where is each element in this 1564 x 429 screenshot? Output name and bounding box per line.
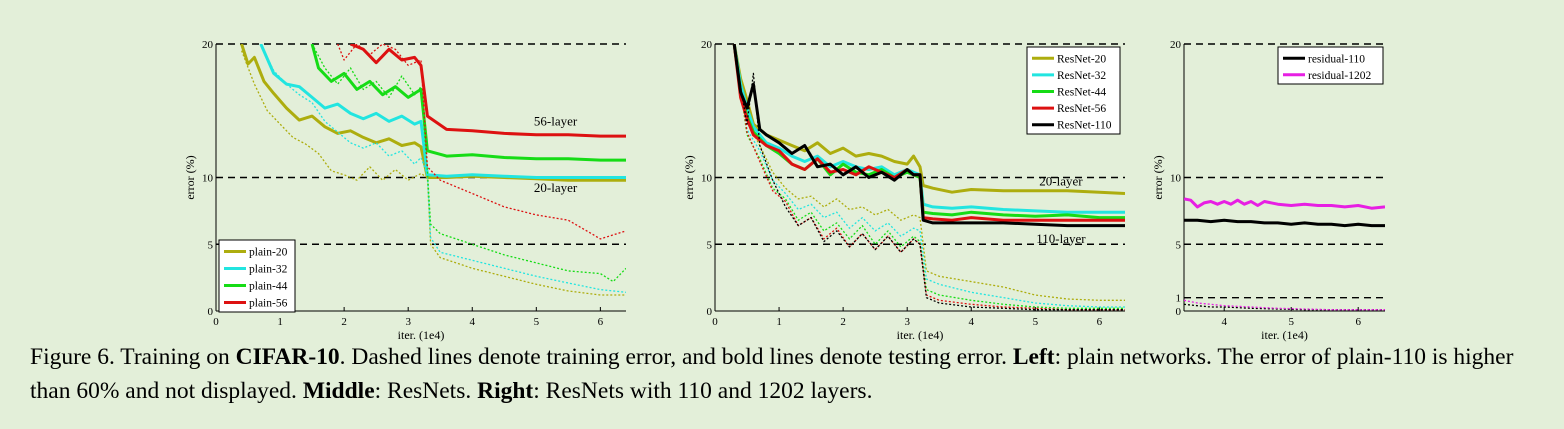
caption-part2: : plain networks. The error of plain-110… (30, 344, 1514, 404)
x-tick-label: 5 (1033, 316, 1039, 328)
y-tick-label: 20 (701, 39, 713, 51)
x-tick-label: 0 (712, 316, 718, 328)
y-tick-label: 20 (1170, 39, 1182, 51)
chart-panel-3: 01 5 10 20 4 5 6 iter. (1e4) error (%) residual-1… (1151, 39, 1385, 342)
legend-label: ResNet-44 (1057, 87, 1106, 99)
y-axis-label: error (%) (1151, 155, 1165, 199)
series-line-plain-56-train (337, 44, 626, 240)
x-tick-label: 5 (534, 316, 540, 328)
figure-caption: Figure 6. Training on CIFAR-10. Dashed l… (30, 340, 1550, 408)
x-axis-label: iter. (1e4) (398, 328, 445, 342)
caption-dataset: CIFAR-10 (235, 344, 340, 370)
legend-label: ResNet-110 (1057, 120, 1112, 132)
annotation-label: 110-layer (1036, 231, 1086, 246)
x-tick-label: 6 (1097, 316, 1103, 328)
legend: plain-20 plain-32 plain-44 plain-56 (218, 239, 296, 313)
y-tick-label: 0 (707, 306, 713, 318)
x-tick-label: 6 (1355, 316, 1361, 328)
x-tick-label: 3 (405, 316, 411, 328)
series-group (1184, 197, 1385, 311)
legend: ResNet-20 ResNet-32 ResNet-44 ResNet-56 ResN… (1026, 46, 1121, 135)
series-line-ResNet-20-train (733, 44, 1125, 301)
x-tick-label: 6 (598, 316, 604, 328)
x-tick-label: 4 (1221, 316, 1227, 328)
annotation-label: 20-layer (1039, 174, 1083, 189)
y-tick-label: 5 (208, 239, 214, 251)
caption-left-label: Left (1012, 344, 1055, 370)
x-tick-label: 2 (840, 316, 846, 328)
y-tick-label: 1 (1176, 293, 1182, 305)
series-line-plain-32-test (259, 44, 626, 179)
y-tick-label: 10 (202, 173, 214, 185)
x-tick-label: 2 (341, 316, 347, 328)
y-tick-label: 0 (1176, 306, 1182, 318)
series-line-ResNet-32-test (732, 44, 1125, 214)
caption-part4: : ResNets with 110 and 1202 layers. (533, 378, 873, 404)
x-tick-label: 4 (969, 316, 975, 328)
legend: residual-110 residual-1202 (1277, 46, 1384, 85)
series-line-plain-32-train (260, 44, 626, 293)
figure-area: 0 5 10 20 0 1 2 3 4 5 6 iter. (1e4) error (%) 56-laye… (183, 39, 1385, 342)
legend-label: plain-32 (249, 264, 288, 276)
caption-middle-label: Middle (302, 378, 375, 404)
y-tick-label: 10 (701, 173, 713, 185)
x-tick-label: 5 (1288, 316, 1294, 328)
caption-right-label: Right (477, 378, 534, 404)
caption-part1: . Dashed lines denote training error, an… (339, 344, 1013, 370)
legend-label: plain-44 (249, 281, 288, 293)
legend-box (1277, 46, 1384, 85)
x-tick-label: 1 (277, 316, 283, 328)
legend-label: plain-20 (249, 247, 288, 259)
legend-label: ResNet-32 (1057, 70, 1106, 82)
x-axis-label: iter. (1e4) (1261, 328, 1308, 342)
annotation-label: 56-layer (534, 113, 578, 128)
legend-label: residual-1202 (1308, 70, 1371, 82)
y-tick-label: 0 (208, 306, 214, 318)
x-tick-label: 4 (470, 316, 476, 328)
y-tick-label: 10 (1170, 173, 1182, 185)
series-line-ResNet-32-train (733, 44, 1125, 308)
series-line-ResNet-110-train (733, 44, 1125, 311)
series-line-plain-56-test (349, 44, 626, 138)
legend-label: residual-110 (1308, 53, 1365, 65)
series-line-ResNet-110-test (732, 44, 1125, 228)
legend-label: ResNet-20 (1057, 53, 1106, 65)
x-tick-label: 3 (904, 316, 910, 328)
y-tick-label: 20 (202, 39, 214, 51)
y-tick-label: 5 (707, 239, 713, 251)
series-group (732, 44, 1125, 311)
legend-label: ResNet-56 (1057, 103, 1106, 115)
series-line-plain-44-train (311, 44, 626, 283)
legend-label: plain-56 (249, 298, 288, 310)
series-line-plain-44-test (310, 44, 626, 162)
series-group (240, 44, 626, 296)
x-tick-label: 0 (213, 316, 219, 328)
series-line-residual-1202-test (1184, 197, 1385, 210)
y-tick-label: 5 (1176, 239, 1182, 251)
chart-panel-1: 0 5 10 20 0 1 2 3 4 5 6 iter. (1e4) error (%) 56-laye… (183, 39, 626, 342)
chart-panel-2: 0 5 10 20 0 1 2 3 4 5 6 iter. (1e4) error (%) 20-laye… (682, 39, 1125, 342)
series-line-ResNet-44-train (733, 44, 1125, 309)
series-line-residual-110-test (1184, 218, 1385, 228)
y-axis-label: error (%) (682, 155, 696, 199)
x-tick-label: 1 (776, 316, 782, 328)
x-axis-label: iter. (1e4) (897, 328, 944, 342)
annotation-label: 20-layer (534, 180, 578, 195)
series-line-plain-20-train (240, 50, 626, 296)
caption-part3: : ResNets. (374, 378, 478, 404)
y-axis-label: error (%) (183, 155, 197, 199)
caption-prefix: Figure 6. Training on (30, 344, 236, 370)
series-line-residual-1202-train (1184, 299, 1385, 311)
